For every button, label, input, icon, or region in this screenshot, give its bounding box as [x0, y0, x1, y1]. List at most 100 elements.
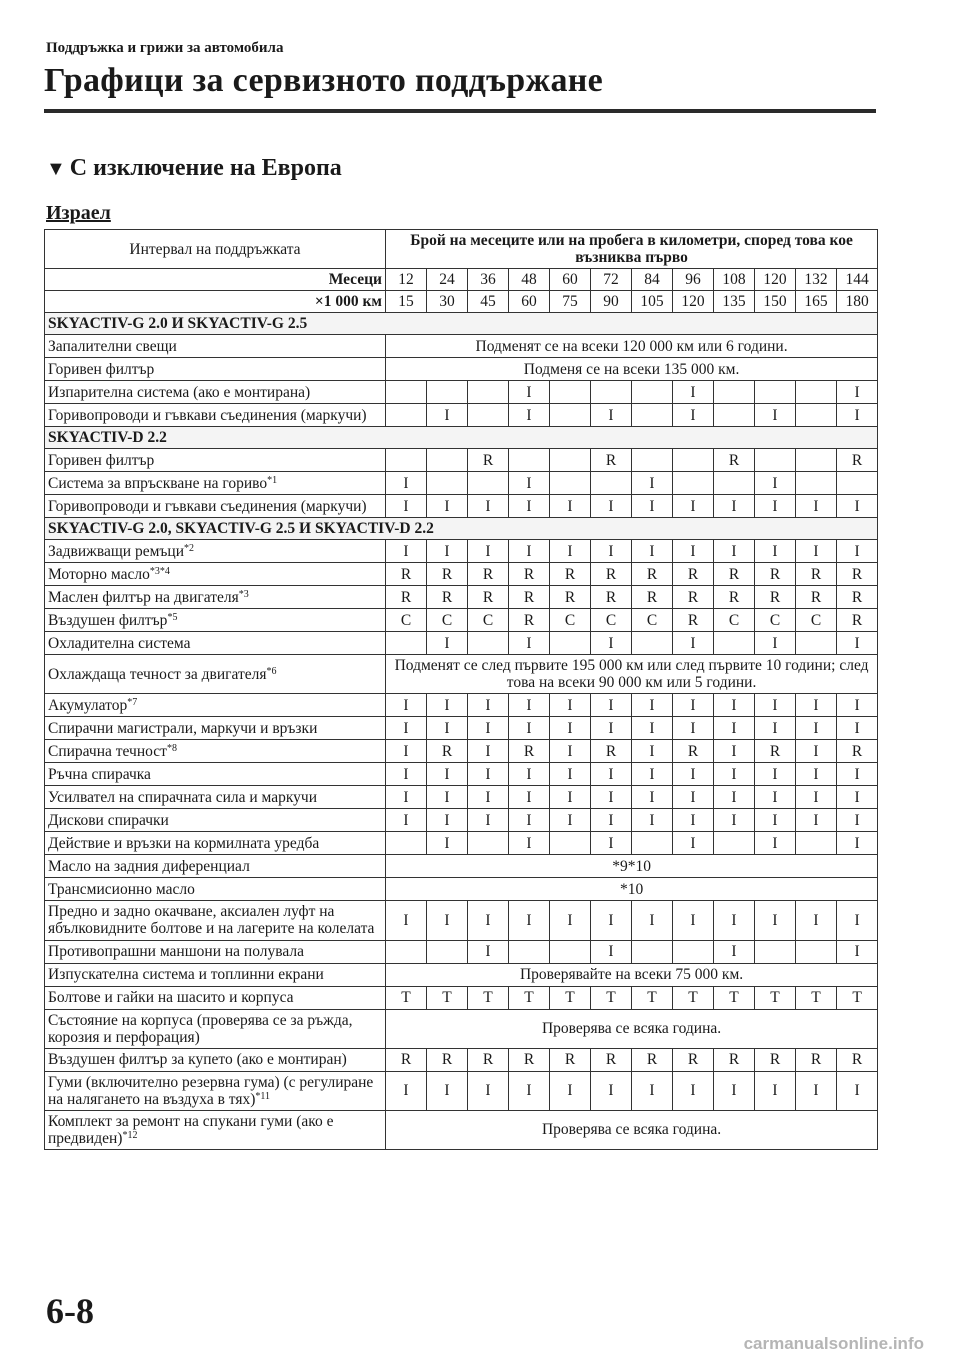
item-name-cell: Гуми (включително резервна гума) (с регу…: [44, 1070, 386, 1111]
schedule-cell: T: [590, 985, 632, 1010]
section-row: SKYACTIV-G 2.0, SKYACTIV-G 2.5 И SKYACTI…: [43, 517, 879, 541]
item-name: Система за впръскване на гориво: [48, 474, 268, 492]
schedule-cell: R: [590, 1047, 632, 1072]
title-divider: [44, 109, 876, 113]
schedule-cell: I: [508, 494, 550, 519]
schedule-cell: C: [713, 608, 755, 633]
km-cell: 165: [795, 290, 837, 314]
schedule-cell: I: [672, 539, 714, 564]
km-cell: 180: [835, 290, 879, 314]
schedule-cell: I: [467, 1070, 509, 1111]
schedule-cell: R: [426, 739, 468, 764]
table-row: Спирачни магистрали, маркучи и връзки I I I…: [44, 716, 879, 741]
schedule-cell: I: [385, 716, 427, 741]
schedule-cell: [385, 380, 427, 405]
schedule-cell: I: [549, 808, 591, 833]
schedule-cell: I: [713, 762, 755, 787]
schedule-cell: R: [672, 608, 714, 633]
table-row: Изпарителна система (ако е монтирана) I I I: [44, 380, 879, 405]
schedule-cell: R: [713, 448, 755, 473]
schedule-cell: [672, 471, 714, 496]
schedule-cell: [672, 939, 714, 964]
item-name-cell: Изпускателна система и топлинни екрани: [44, 962, 386, 987]
schedule-cell: R: [835, 448, 879, 473]
schedule-cell: I: [631, 808, 673, 833]
month-cell: 144: [835, 268, 879, 292]
schedule-cell: R: [467, 562, 509, 587]
schedule-cell: I: [508, 1070, 550, 1111]
schedule-cell: I: [754, 785, 796, 810]
schedule-cell: R: [795, 585, 837, 610]
schedule-cell: I: [549, 762, 591, 787]
schedule-cell: [508, 448, 550, 473]
schedule-cell: R: [549, 562, 591, 587]
schedule-cell: I: [549, 1070, 591, 1111]
schedule-cell: R: [467, 1047, 509, 1072]
schedule-cell: [795, 831, 837, 856]
interval-note: Проверява се всяка година.: [384, 1008, 879, 1049]
schedule-cell: [713, 471, 755, 496]
km-cell: 135: [713, 290, 755, 314]
schedule-cell: [713, 631, 755, 656]
interval-header: Интервал на поддръжката: [44, 228, 386, 270]
item-name: Предно и задно окачване, аксиален луфт н…: [48, 903, 375, 938]
item-name: Маслен филтър на двигателя: [48, 588, 239, 606]
interval-note: Проверявайте на всеки 75 000 км.: [384, 962, 879, 987]
section-row: SKYACTIV-D 2.2: [43, 426, 879, 450]
month-cell: 24: [426, 268, 468, 292]
schedule-cell: [385, 631, 427, 656]
schedule-cell: I: [795, 900, 837, 941]
schedule-cell: I: [795, 1070, 837, 1111]
schedule-cell: [549, 631, 591, 656]
schedule-cell: I: [590, 631, 632, 656]
item-name-cell: Въздушен филтър за купето (ако е монтира…: [44, 1047, 386, 1072]
schedule-cell: I: [672, 380, 714, 405]
km-cell: 45: [467, 290, 509, 314]
schedule-cell: [549, 403, 591, 428]
schedule-cell: R: [713, 562, 755, 587]
schedule-cell: [631, 448, 673, 473]
schedule-cell: I: [549, 693, 591, 718]
schedule-cell: I: [549, 716, 591, 741]
schedule-cell: I: [549, 494, 591, 519]
schedule-cell: I: [426, 716, 468, 741]
month-cell: 132: [795, 268, 837, 292]
item-name: Горивен филтър: [48, 451, 155, 469]
page-number: 6-8: [46, 1291, 94, 1331]
schedule-cell: R: [835, 739, 879, 764]
item-name-cell: Изпарителна система (ако е монтирана): [44, 380, 386, 405]
schedule-cell: I: [426, 494, 468, 519]
schedule-cell: C: [754, 608, 796, 633]
item-name: Горивопроводи и гъвкави съединения (марк…: [48, 497, 367, 515]
item-name: Спирачна течност: [48, 742, 167, 760]
schedule-cell: [590, 471, 632, 496]
schedule-cell: R: [713, 585, 755, 610]
schedule-cell: R: [754, 562, 796, 587]
item-name-cell: Спирачна течност*8: [44, 739, 386, 764]
schedule-cell: R: [713, 1047, 755, 1072]
schedule-cell: R: [795, 1047, 837, 1072]
schedule-cell: T: [549, 985, 591, 1010]
schedule-cell: I: [508, 716, 550, 741]
schedule-cell: I: [590, 785, 632, 810]
schedule-cell: I: [795, 693, 837, 718]
schedule-cell: [426, 448, 468, 473]
schedule-cell: T: [672, 985, 714, 1010]
item-name-cell: Действие и връзки на кормилната уредба: [44, 831, 386, 856]
schedule-cell: I: [754, 1070, 796, 1111]
schedule-cell: I: [672, 494, 714, 519]
item-name-cell: Охлаждаща течност за двигателя*6: [44, 654, 386, 695]
schedule-cell: I: [795, 494, 837, 519]
schedule-cell: I: [713, 939, 755, 964]
item-name-cell: Задвижващи ремъци*2: [44, 539, 386, 564]
schedule-cell: I: [467, 716, 509, 741]
schedule-cell: I: [385, 494, 427, 519]
schedule-cell: R: [385, 562, 427, 587]
schedule-cell: I: [590, 900, 632, 941]
item-name-cell: Състояние на корпуса (проверява се за ръ…: [44, 1008, 386, 1049]
item-name-cell: Дискови спирачки: [44, 808, 386, 833]
schedule-cell: [631, 403, 673, 428]
table-row: Дискови спирачки I I I I I I I I I I I I: [44, 808, 879, 833]
schedule-cell: I: [590, 831, 632, 856]
schedule-cell: [549, 448, 591, 473]
